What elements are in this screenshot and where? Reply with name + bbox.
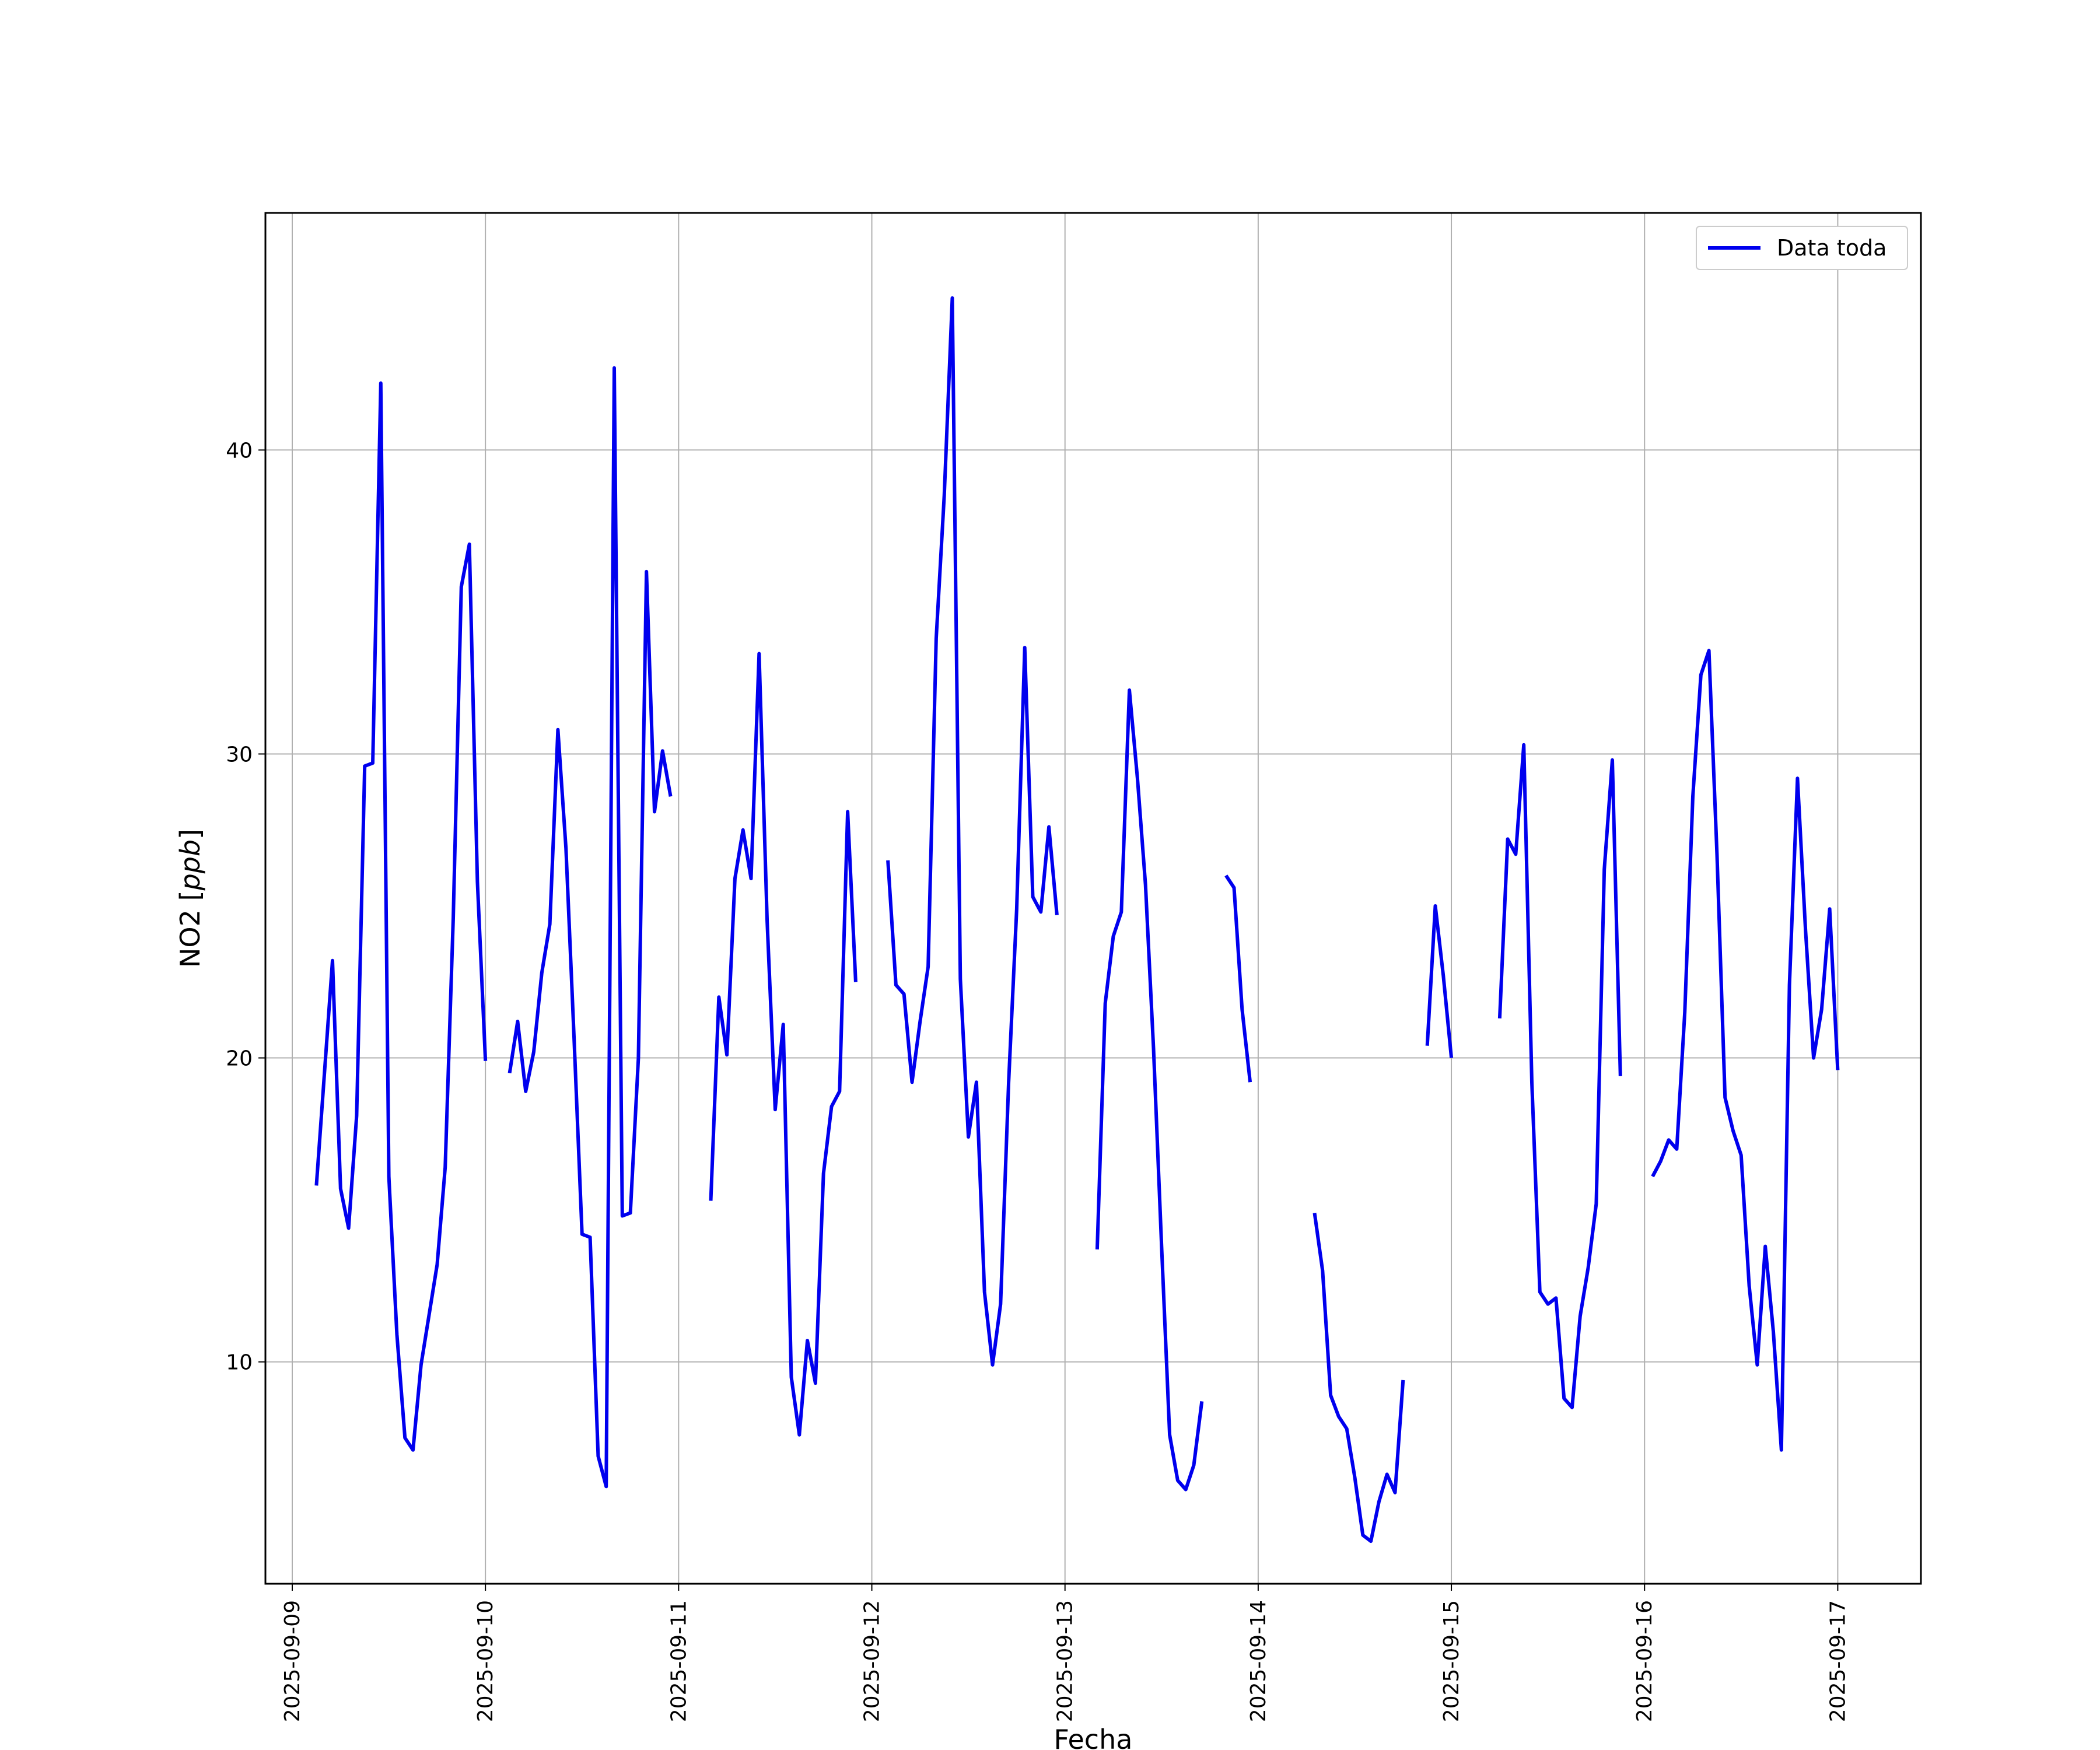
series-line-segment <box>1224 874 1252 1083</box>
series-line-segment <box>314 381 488 1452</box>
y-axis-label-open-bracket: [ <box>174 891 206 901</box>
y-tick-label: 30 <box>226 743 253 766</box>
data-lines <box>314 296 1840 1544</box>
y-tick-label: 20 <box>226 1047 253 1071</box>
y-tick-label: 10 <box>226 1351 253 1375</box>
x-tick-label: 2025-09-16 <box>1633 1600 1657 1722</box>
series-line-segment <box>1095 688 1204 1492</box>
x-tick-label: 2025-09-13 <box>1054 1600 1077 1722</box>
y-tick-label: 40 <box>226 439 253 463</box>
y-axis-label-unit: ppb <box>174 839 206 891</box>
x-tick-label: 2025-09-10 <box>474 1600 498 1722</box>
y-axis-label-close-bracket: ] <box>174 829 206 839</box>
x-tick-label: 2025-09-12 <box>860 1600 884 1722</box>
legend-entry-data-toda: Data toda <box>1777 235 1887 261</box>
series-line-segment <box>709 652 858 1437</box>
x-tick-label: 2025-09-14 <box>1247 1600 1270 1722</box>
grid <box>265 213 1921 1584</box>
y-axis: 10 20 30 40 <box>226 439 265 1375</box>
plot-area-frame <box>264 212 1922 1585</box>
legend: Data toda <box>1696 226 1908 270</box>
series-line-segment <box>1651 649 1840 1452</box>
series-line-segment <box>1497 743 1622 1409</box>
x-tick-label: 2025-09-15 <box>1440 1600 1464 1722</box>
x-tick-label: 2025-09-17 <box>1826 1600 1850 1722</box>
x-tick-label: 2025-09-11 <box>667 1600 691 1722</box>
series-line-segment <box>508 366 673 1489</box>
x-axis: 2025-09-09 2025-09-10 2025-09-11 2025-09-12… <box>281 1584 1850 1722</box>
series-line-segment <box>1425 904 1454 1058</box>
y-axis-label-base: NO2 <box>174 901 206 968</box>
legend-box <box>1696 226 1908 270</box>
x-axis-label: Fecha <box>1054 1724 1133 1750</box>
series-line-segment <box>1312 1212 1405 1544</box>
y-axis-label: NO2 [ppb] <box>174 829 206 968</box>
x-tick-label: 2025-09-09 <box>281 1600 304 1722</box>
series-line-segment <box>886 296 1059 1367</box>
